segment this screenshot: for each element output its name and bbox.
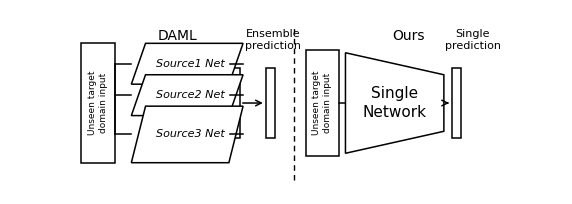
Text: Single
Network: Single Network xyxy=(363,86,427,120)
Polygon shape xyxy=(132,75,243,116)
Polygon shape xyxy=(345,53,444,153)
Polygon shape xyxy=(132,106,243,163)
Bar xyxy=(81,43,114,163)
Text: Unseen target
domain input: Unseen target domain input xyxy=(312,71,332,135)
Polygon shape xyxy=(132,43,243,84)
Text: Ensemble
prediction: Ensemble prediction xyxy=(245,29,301,51)
Text: Source2 Net: Source2 Net xyxy=(156,90,224,100)
Text: Source1 Net: Source1 Net xyxy=(156,59,224,69)
Bar xyxy=(230,69,240,137)
Bar xyxy=(452,69,460,137)
Bar xyxy=(265,69,275,137)
Text: Single
prediction: Single prediction xyxy=(444,29,500,51)
Text: Ours: Ours xyxy=(392,29,424,43)
Text: DAML: DAML xyxy=(158,29,198,43)
Text: Source3 Net: Source3 Net xyxy=(156,129,224,140)
Text: Unseen target
domain input: Unseen target domain input xyxy=(88,71,108,135)
Bar xyxy=(305,50,339,156)
